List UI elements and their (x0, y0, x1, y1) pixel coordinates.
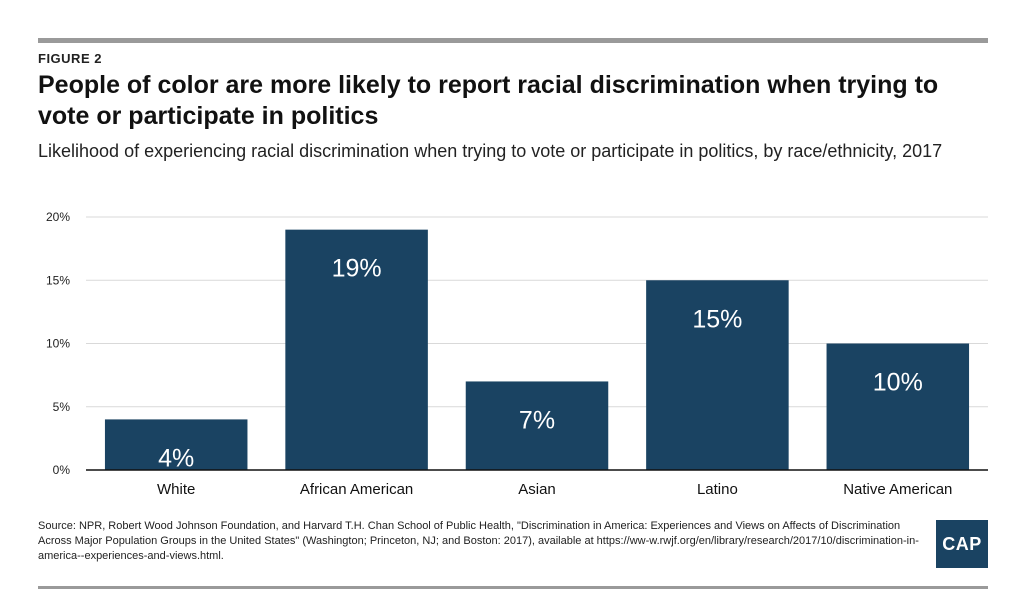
x-tick-label: Native American (843, 481, 952, 498)
x-tick-label: Latino (697, 481, 738, 498)
bar (826, 343, 970, 470)
x-tick-label: Asian (518, 481, 556, 498)
top-rule (38, 38, 988, 43)
bar (465, 381, 609, 470)
y-tick-label: 10% (46, 337, 70, 351)
y-tick-label: 0% (53, 463, 71, 477)
bar-data-label: 15% (692, 305, 742, 333)
cap-logo: CAP (936, 520, 988, 568)
x-tick-label: African American (300, 481, 413, 498)
chart-title: People of color are more likely to repor… (38, 71, 939, 130)
bar-data-label: 4% (158, 444, 194, 472)
y-tick-label: 15% (46, 273, 70, 287)
y-tick-label: 20% (46, 210, 70, 224)
x-tick-label: White (157, 481, 195, 498)
y-tick-label: 5% (53, 400, 71, 414)
source-note: Source: NPR, Robert Wood Johnson Foundat… (38, 520, 919, 562)
bar-data-label: 7% (519, 406, 555, 434)
bar-data-label: 10% (873, 369, 923, 397)
bar-data-label: 19% (332, 255, 382, 283)
chart-subtitle: Likelihood of experiencing racial discri… (38, 141, 943, 161)
bar (285, 229, 428, 470)
bottom-rule (38, 586, 988, 589)
figure-label: FIGURE 2 (38, 51, 102, 66)
bar (104, 419, 248, 470)
bar (646, 280, 789, 470)
